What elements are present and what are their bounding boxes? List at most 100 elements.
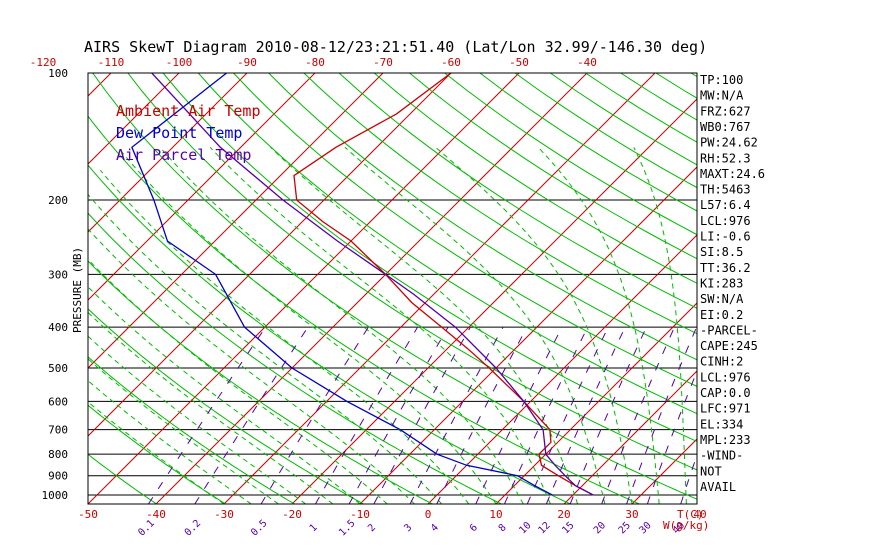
moist-adiabat-line: [344, 146, 606, 504]
mixing-ratio-tick-label: 25: [617, 520, 633, 536]
dry-adiabat-line: [373, 73, 697, 284]
isotherm-line: [88, 73, 520, 504]
pressure-tick-label: 700: [48, 424, 68, 437]
isotherm-line: [88, 73, 112, 97]
bottom-temperature-tick-label: -30: [214, 508, 234, 521]
plot-frame: [87, 72, 698, 505]
mixing-ratio-label: W(g/kg): [663, 519, 709, 532]
y-axis-label: PRESSURE (MB): [71, 247, 84, 333]
mixing-ratio-tick-label: 3: [402, 522, 414, 534]
isotherm-line: [88, 73, 316, 301]
moist-adiabat-line: [88, 379, 252, 504]
pressure-tick-label: 900: [48, 470, 68, 483]
mixing-ratio-tick-label: 30: [637, 520, 653, 536]
mixing-ratio-line: [504, 326, 589, 504]
moist-adiabat-line: [100, 169, 470, 504]
mixing-ratio-line: [436, 326, 528, 504]
mixing-ratio-tick-label: 1.5: [337, 518, 358, 539]
mixing-ratio-tick-label: 0.5: [249, 518, 270, 539]
mixing-ratio-tick-label: 1: [308, 522, 320, 534]
dry-adiabat-line: [92, 73, 697, 500]
moist-adiabat-line: [209, 146, 551, 504]
top-temperature-tick-label: -50: [509, 56, 529, 69]
mixing-ratio-tick-label: 6: [468, 522, 480, 534]
bottom-temperature-tick-label: 20: [557, 508, 570, 521]
stability-index-item: RH:52.3: [700, 151, 751, 165]
pressure-tick-label: 600: [48, 395, 68, 408]
mixing-ratio-line: [260, 326, 369, 504]
mixing-ratio-tick-label: 2: [366, 522, 378, 534]
isotherm-line: [88, 73, 180, 165]
chart-title: AIRS SkewT Diagram 2010-08-12/23:21:51.4…: [84, 38, 707, 56]
mixing-ratio-line: [348, 326, 449, 504]
top-temperature-ticks: -120 -110 -100 -90 -80 -70 -60 -50 -40: [30, 56, 597, 69]
stability-index-item: CINH:2: [700, 355, 743, 369]
isotherm-line: [223, 73, 656, 504]
top-temperature-tick-label: -60: [441, 56, 461, 69]
mixing-ratio-tick-label: 15: [560, 520, 576, 536]
mixing-ratio-line: [626, 326, 697, 504]
dew-point-temp-line: [131, 73, 553, 496]
top-temperature-tick-label: -120: [30, 56, 57, 69]
series-group: [131, 73, 594, 496]
dry-adiabat-line: [479, 73, 697, 212]
isotherm-line: [768, 73, 870, 504]
top-temperature-tick-label: -40: [577, 56, 597, 69]
ambient-air-temp-line: [293, 73, 594, 496]
stability-index-item: -PARCEL-: [700, 323, 758, 337]
moist-adiabat-line: [88, 193, 442, 504]
dry-adiabat-line: [268, 73, 697, 361]
dry-adiabat-line: [88, 212, 502, 504]
stability-index-item: MPL:233: [700, 433, 751, 447]
legend-entry: Ambient Air Temp: [116, 102, 261, 120]
bottom-temperature-tick-label: -10: [350, 508, 370, 521]
moist-adiabat-line: [435, 146, 633, 504]
top-temperature-tick-label: -100: [166, 56, 193, 69]
legend-entry: Dew Point Temp: [116, 124, 242, 142]
mixing-ratio-tick-label: 20: [592, 520, 608, 536]
pressure-tick-label: 100: [48, 67, 68, 80]
stability-index-item: CAPE:245: [700, 339, 758, 353]
moist-adiabat-line: [88, 228, 415, 504]
stability-index-item: FRZ:627: [700, 104, 751, 118]
mixing-ratio-tick-label: 10: [517, 520, 533, 536]
dry-adiabat-line: [409, 73, 697, 260]
isotherm-line: [495, 302, 697, 504]
dry-adiabat-line: [338, 73, 697, 309]
dry-adiabat-line: [303, 73, 697, 335]
mixing-ratio-line: [475, 326, 563, 504]
legend: Ambient Air Temp Dew Point Temp Air Parcel…: [116, 102, 261, 164]
dry-adiabat-line: [233, 73, 697, 387]
mixing-ratio-line: [569, 326, 647, 504]
mixing-ratio-line: [373, 326, 471, 504]
stability-index-item: AVAIL: [700, 480, 736, 494]
isotherm-line: [88, 73, 452, 437]
stability-index-item: TT:36.2: [700, 261, 751, 275]
isotherm-line: [88, 73, 248, 233]
moist-adiabat-line: [159, 146, 524, 504]
x-axis-label: T(C): [677, 508, 704, 521]
mixing-ratio-ticks: 0.1 0.2 0.5 1 1.5 2 3 4 6 8 10 12 15 20 25 30 40: [136, 518, 687, 539]
dry-adiabat-line: [162, 73, 697, 442]
dry-adiabat-line: [88, 308, 364, 504]
moist-adiabat-line: [117, 146, 497, 504]
moist-adiabat-line: [88, 401, 225, 504]
mixing-ratio-tick-label: 12: [536, 520, 552, 536]
pressure-tick-label: 400: [48, 321, 68, 334]
gridlines: [88, 73, 870, 504]
pressure-tick-label: 300: [48, 268, 68, 281]
pressure-tick-label: 800: [48, 448, 68, 461]
stability-index-item: MW:N/A: [700, 89, 744, 103]
stability-index-item: EI:0.2: [700, 308, 743, 322]
stability-index-item: LCL:976: [700, 370, 751, 384]
mixing-ratio-tick-label: 0.1: [136, 518, 157, 539]
stability-index-item: LFC:971: [700, 402, 751, 416]
stability-index-item: LI:-0.6: [700, 230, 751, 244]
moist-adiabat-line: [88, 311, 334, 504]
isotherm-line: [563, 370, 697, 504]
stability-index-item: LCL:976: [700, 214, 751, 228]
isotherm-line: [155, 73, 588, 504]
stability-index-item: NOT: [700, 464, 722, 478]
moist-adiabat-line: [270, 146, 579, 504]
stability-index-item: EL:334: [700, 417, 743, 431]
